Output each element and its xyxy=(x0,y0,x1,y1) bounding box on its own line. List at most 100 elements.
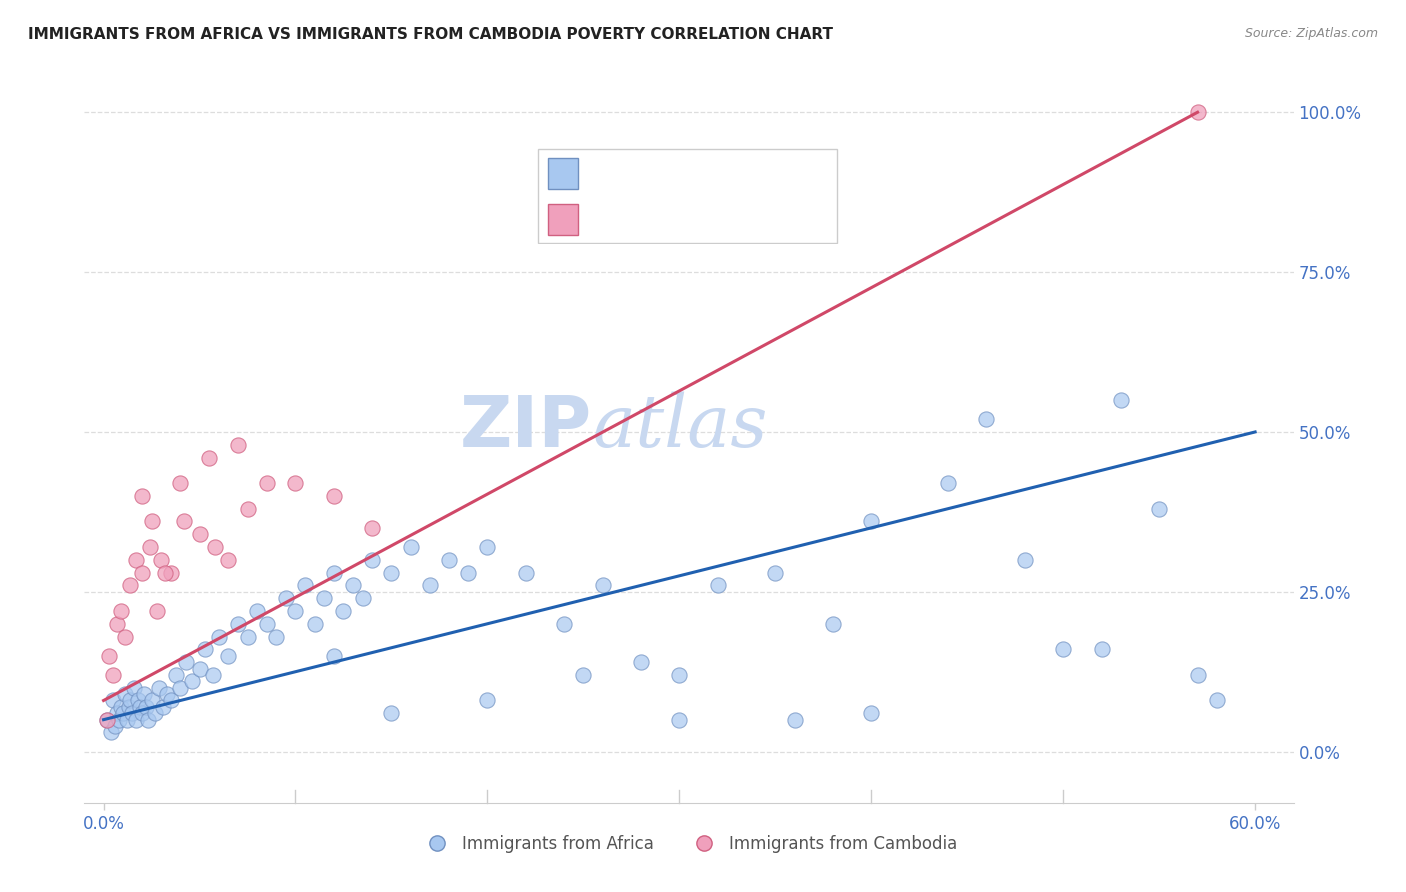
Point xyxy=(127,693,149,707)
Point xyxy=(457,566,479,580)
Point xyxy=(101,693,124,707)
Point xyxy=(122,681,145,695)
Point xyxy=(198,450,221,465)
Point xyxy=(284,604,307,618)
Point xyxy=(380,566,402,580)
Point xyxy=(1147,501,1170,516)
Point xyxy=(208,630,231,644)
Point xyxy=(936,476,959,491)
Point xyxy=(115,713,138,727)
Point xyxy=(96,713,118,727)
Text: N =: N = xyxy=(709,211,749,228)
Text: atlas: atlas xyxy=(592,392,768,462)
Text: R =: R = xyxy=(588,164,626,182)
Point xyxy=(284,476,307,491)
Point xyxy=(131,489,153,503)
Point xyxy=(129,699,152,714)
Point xyxy=(1187,105,1209,120)
Point xyxy=(110,604,132,618)
Point xyxy=(152,699,174,714)
Point xyxy=(117,699,139,714)
Point xyxy=(148,681,170,695)
Point xyxy=(266,630,288,644)
Point xyxy=(1109,392,1132,407)
Point xyxy=(100,725,122,739)
Point xyxy=(860,706,883,721)
Point xyxy=(156,687,179,701)
Text: IMMIGRANTS FROM AFRICA VS IMMIGRANTS FROM CAMBODIA POVERTY CORRELATION CHART: IMMIGRANTS FROM AFRICA VS IMMIGRANTS FRO… xyxy=(28,27,834,42)
Point xyxy=(1205,693,1227,707)
Point xyxy=(105,616,128,631)
Point xyxy=(763,566,786,580)
Point xyxy=(1187,668,1209,682)
Point xyxy=(1090,642,1112,657)
Point xyxy=(821,616,844,631)
Point xyxy=(553,616,575,631)
Point xyxy=(246,604,269,618)
Point xyxy=(114,630,136,644)
Point xyxy=(120,578,142,592)
Point xyxy=(180,674,202,689)
Point xyxy=(342,578,364,592)
Point xyxy=(322,566,344,580)
Point xyxy=(783,713,806,727)
Point xyxy=(322,489,344,503)
Point xyxy=(159,693,181,707)
Point xyxy=(136,713,159,727)
Point xyxy=(138,540,160,554)
Point xyxy=(236,501,259,516)
Point xyxy=(188,661,211,675)
Text: 0.616: 0.616 xyxy=(627,164,683,182)
Point xyxy=(477,693,499,707)
Point xyxy=(668,713,690,727)
Point xyxy=(352,591,374,606)
Point xyxy=(159,566,181,580)
Point xyxy=(1014,553,1036,567)
Point xyxy=(135,699,157,714)
Point xyxy=(976,412,998,426)
Point xyxy=(361,521,384,535)
Point xyxy=(114,687,136,701)
Point xyxy=(437,553,460,567)
Point xyxy=(166,668,188,682)
Point xyxy=(314,591,336,606)
Point xyxy=(860,515,883,529)
Point xyxy=(477,540,499,554)
Text: 29: 29 xyxy=(749,211,773,228)
Point xyxy=(204,540,226,554)
Point xyxy=(145,706,167,721)
Point xyxy=(361,553,384,567)
Text: 82: 82 xyxy=(749,164,775,182)
Point xyxy=(131,706,153,721)
Text: N =: N = xyxy=(709,164,749,182)
Point xyxy=(174,655,197,669)
Point xyxy=(169,681,191,695)
Point xyxy=(294,578,316,592)
Point xyxy=(108,713,131,727)
Point xyxy=(256,616,278,631)
Legend: Immigrants from Africa, Immigrants from Cambodia: Immigrants from Africa, Immigrants from … xyxy=(413,828,965,860)
Point xyxy=(706,578,728,592)
Point xyxy=(226,438,249,452)
Point xyxy=(256,476,278,491)
Point xyxy=(120,693,142,707)
Text: R =: R = xyxy=(588,211,626,228)
Point xyxy=(332,604,354,618)
Point xyxy=(226,616,249,631)
Point xyxy=(146,604,169,618)
Point xyxy=(96,713,118,727)
Point xyxy=(98,648,121,663)
Point xyxy=(104,719,127,733)
Point xyxy=(125,713,148,727)
Point xyxy=(304,616,326,631)
Point xyxy=(173,515,195,529)
Point xyxy=(419,578,441,592)
Point xyxy=(217,553,239,567)
Point xyxy=(110,699,132,714)
Point xyxy=(141,693,163,707)
Point xyxy=(125,553,148,567)
Point xyxy=(572,668,595,682)
Point xyxy=(380,706,402,721)
Point xyxy=(169,476,191,491)
Point xyxy=(236,630,259,644)
